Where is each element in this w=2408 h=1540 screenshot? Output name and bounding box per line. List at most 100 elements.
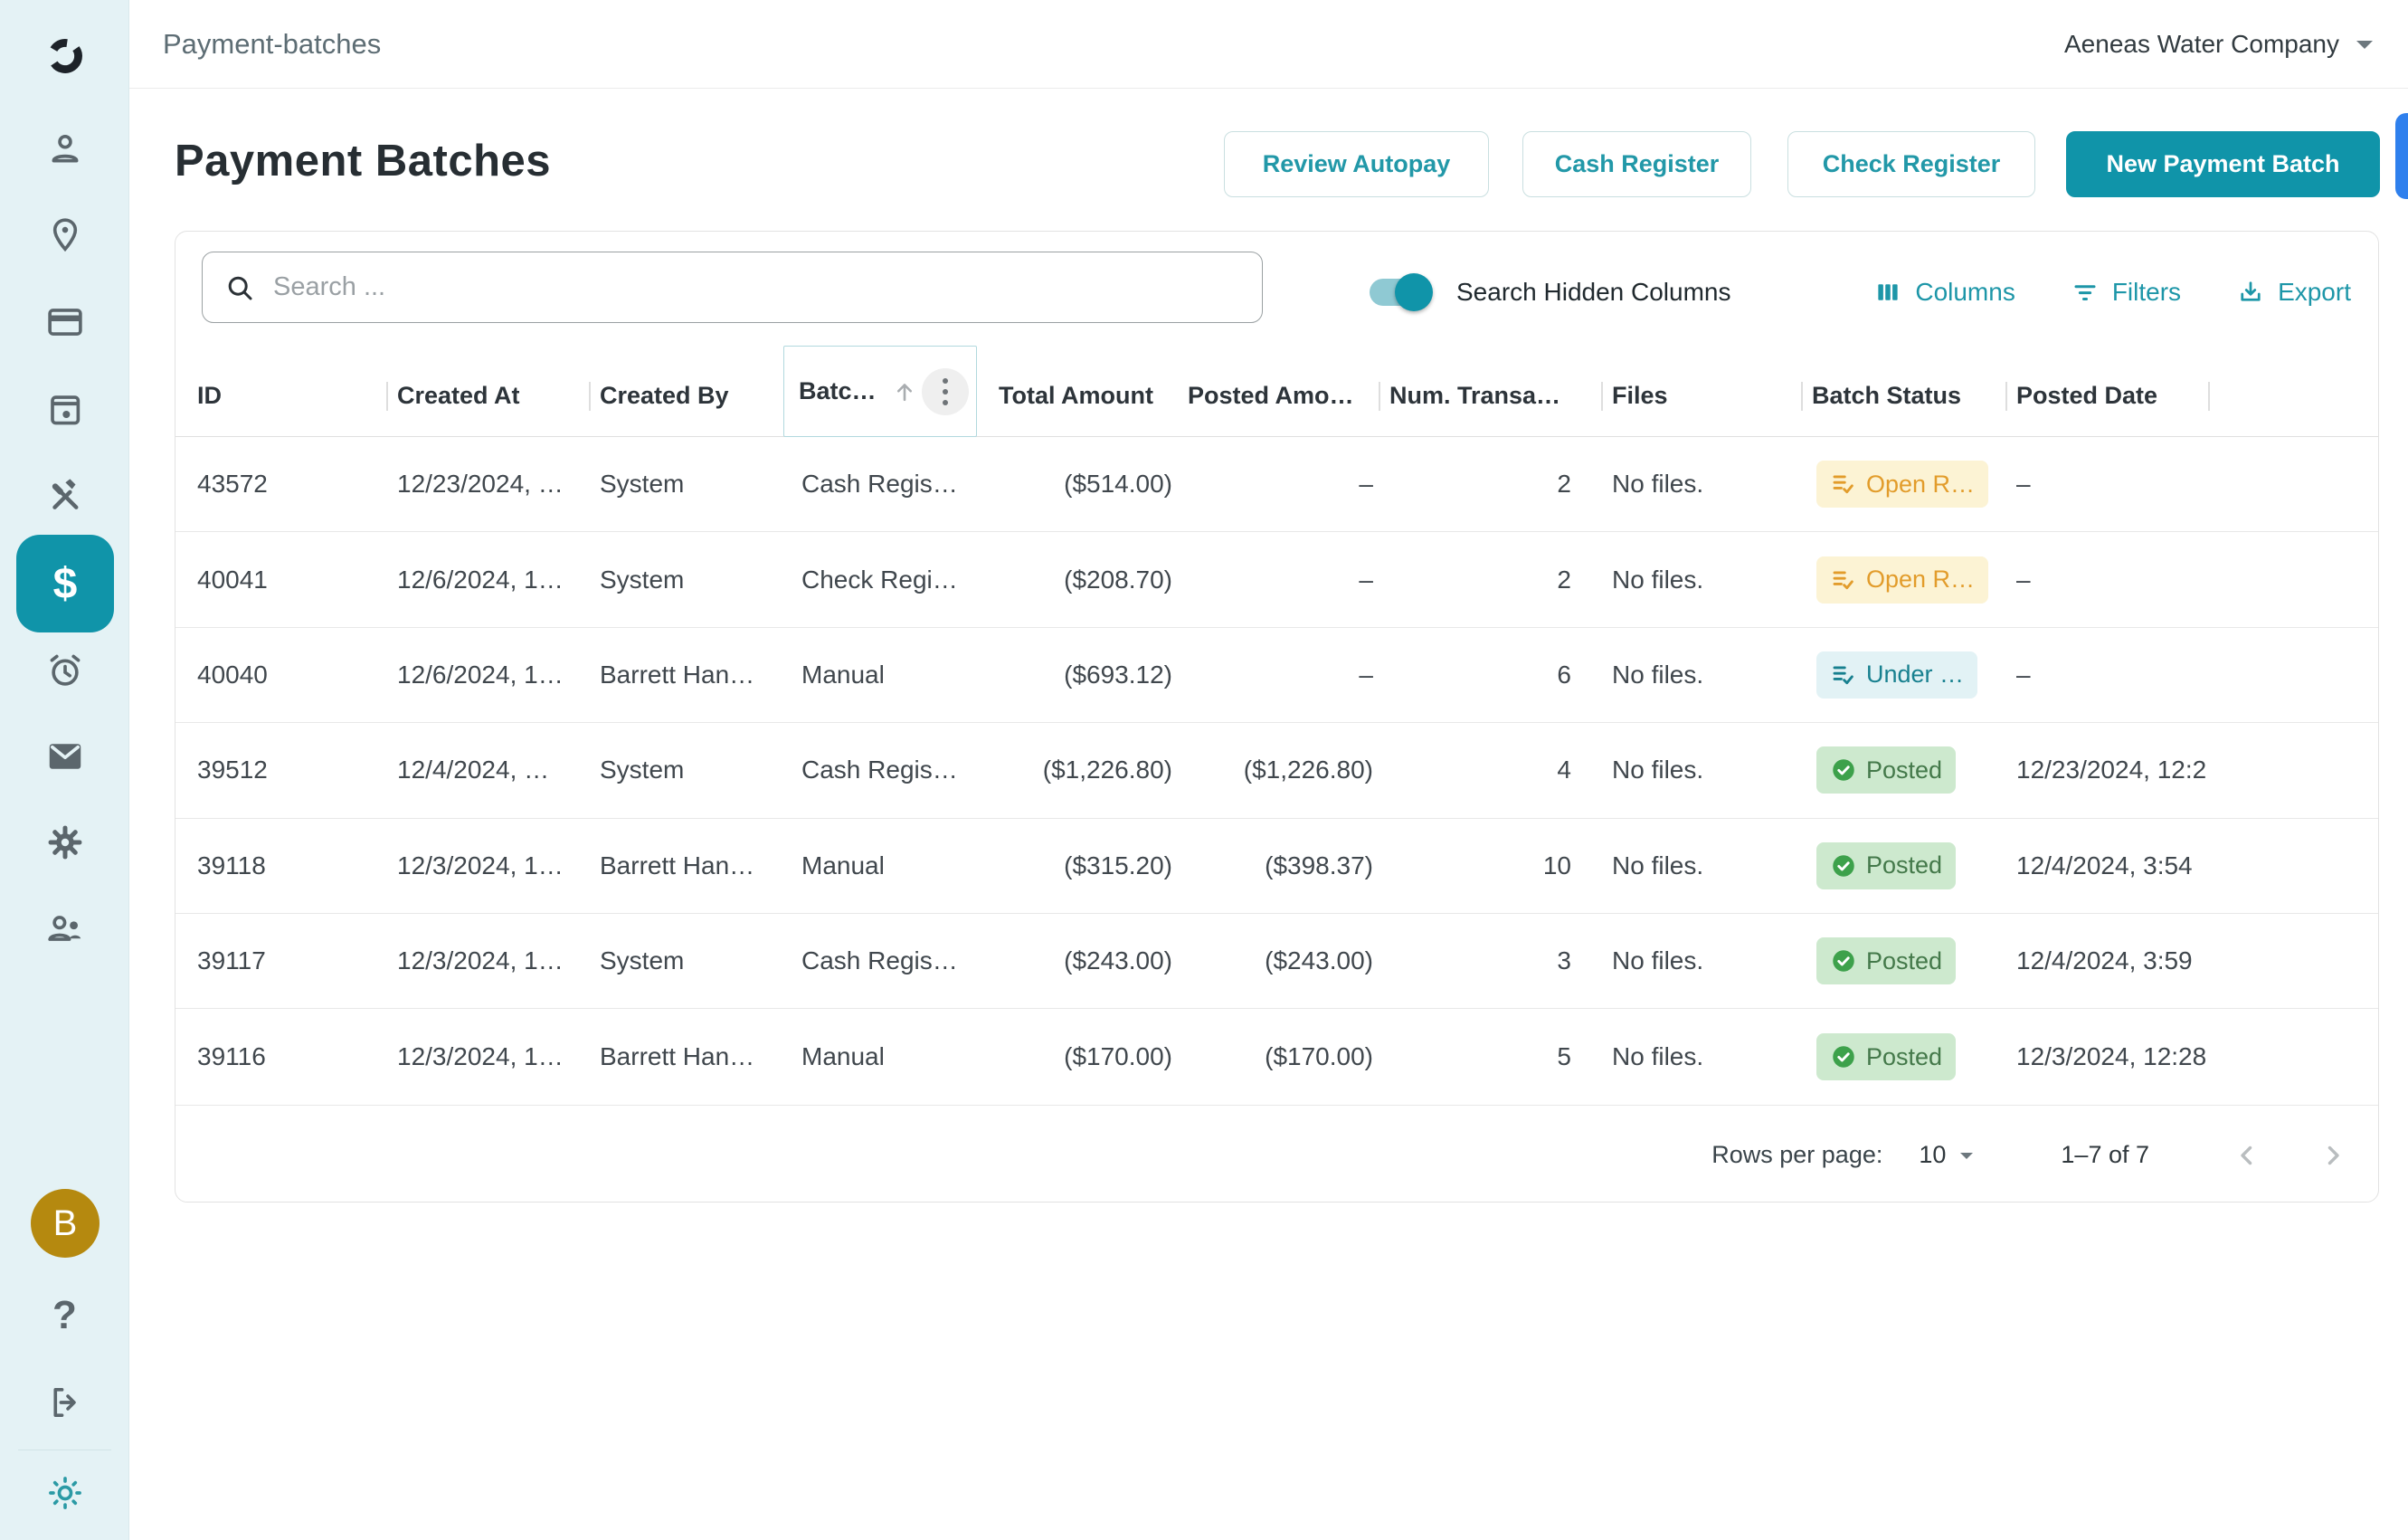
cell-created-by: System [600, 946, 685, 975]
cell-batch-type: Manual [801, 851, 885, 879]
status-badge: Posted [1816, 841, 1957, 889]
header-posted-date[interactable]: Posted Date [2016, 355, 2378, 437]
header-created-by[interactable]: Created By [600, 382, 729, 409]
rows-per-page-select[interactable]: 10 [1919, 1141, 1975, 1169]
cell-batch-status: Posted [1812, 937, 2016, 985]
cell-batch-type: Manual [801, 1042, 885, 1071]
cell-posted-amount: ($398.37) [1265, 851, 1373, 879]
cell-created-at: 12/3/2024, 1… [397, 851, 564, 879]
cell-created-by: Barrett Han… [600, 851, 755, 879]
cell-created-by: System [600, 470, 685, 499]
header-created-at[interactable]: Created At [397, 355, 600, 437]
table-row[interactable]: 43572 12/23/2024, … System Cash Regis… (… [175, 437, 2378, 533]
credit-card-icon [47, 309, 82, 336]
status-label: Under … [1866, 661, 1965, 689]
sidebar-item-mail[interactable] [0, 736, 129, 777]
table-row[interactable]: 39118 12/3/2024, 1… Barrett Han… Manual … [175, 819, 2378, 914]
table-header: ID Created At Created By Total Amount Po… [175, 346, 2378, 437]
table-footer: Rows per page: 10 1–7 of 7 [175, 1105, 2378, 1202]
next-page-button[interactable] [2315, 1137, 2351, 1174]
avatar[interactable]: B [31, 1189, 100, 1258]
chevron-down-icon [2356, 40, 2373, 49]
sidebar-item-settings[interactable] [0, 822, 129, 863]
cell-batch-type: Cash Regis… [801, 470, 958, 499]
sun-icon [48, 1477, 81, 1509]
cell-posted-amount: ($170.00) [1265, 1042, 1373, 1071]
cell-id: 39116 [197, 1042, 266, 1071]
cell-posted-date: – [2016, 660, 2031, 689]
review-autopay-button[interactable]: Review Autopay [1224, 131, 1489, 197]
theme-toggle[interactable] [0, 1472, 129, 1514]
search-hidden-columns-toggle[interactable] [1370, 273, 1433, 311]
sidebar-item-locations[interactable] [0, 214, 129, 256]
kebab-icon [943, 377, 948, 405]
cell-posted-date: 12/4/2024, 3:54 [2016, 851, 2193, 879]
previous-page-button[interactable] [2229, 1137, 2265, 1174]
header-batch-status[interactable]: Batch Status [1812, 355, 2016, 437]
table-body: 43572 12/23/2024, … System Cash Regis… (… [175, 437, 2378, 1105]
header-num-transactions[interactable]: Num. Transa… [1389, 355, 1612, 437]
company-dropdown[interactable]: Aeneas Water Company [2064, 30, 2375, 59]
cell-batch-status: Posted [1812, 746, 2016, 794]
gear-icon [48, 825, 81, 860]
new-payment-batch-button[interactable]: New Payment Batch [2066, 131, 2380, 197]
rows-per-page-value: 10 [1919, 1141, 1947, 1168]
cell-files: No files. [1612, 756, 1704, 784]
tools-icon [52, 479, 78, 509]
filters-button[interactable]: Filters [2071, 278, 2181, 307]
cell-total-amount: ($208.70) [1064, 565, 1172, 594]
cell-total-amount: ($514.00) [1064, 470, 1172, 499]
status-badge: Posted [1816, 937, 1957, 985]
sidebar-item-profile[interactable] [0, 128, 129, 170]
sorted-column-header[interactable]: Batc… [783, 346, 977, 437]
sidebar-item-billing[interactable] [0, 301, 129, 343]
check-register-button[interactable]: Check Register [1787, 131, 2035, 197]
cash-register-button[interactable]: Cash Register [1522, 131, 1751, 197]
table-row[interactable]: 40040 12/6/2024, 1… Barrett Han… Manual … [175, 628, 2378, 724]
header-id[interactable]: ID [197, 355, 397, 437]
cell-id: 43572 [197, 470, 268, 499]
status-label: Posted [1866, 946, 1943, 974]
header-posted-amount[interactable]: Posted Amo… [1188, 355, 1389, 437]
header-files[interactable]: Files [1612, 355, 1812, 437]
table-row[interactable]: 39512 12/4/2024, … System Cash Regis… ($… [175, 723, 2378, 819]
sort-ascending-icon[interactable] [891, 378, 918, 405]
export-label: Export [2278, 278, 2351, 306]
status-label: Posted [1866, 851, 1943, 879]
sidebar-item-tools[interactable] [0, 475, 129, 517]
chevron-down-icon [1960, 1152, 1974, 1159]
cell-total-amount: ($315.20) [1064, 851, 1172, 879]
export-button[interactable]: Export [2237, 278, 2351, 307]
filters-label: Filters [2111, 278, 2182, 306]
help-button[interactable]: ? [0, 1293, 129, 1338]
status-label: Open R… [1866, 470, 1976, 498]
search-input[interactable] [202, 252, 1263, 323]
sidebar: $ [0, 0, 129, 1540]
cell-posted-amount: – [1359, 660, 1373, 689]
cell-created-at: 12/3/2024, 1… [397, 946, 564, 975]
columns-button[interactable]: Columns [1874, 278, 2015, 307]
cell-batch-type: Cash Regis… [801, 756, 958, 784]
logout-button[interactable] [0, 1382, 129, 1423]
cell-created-at: 12/3/2024, 1… [397, 1042, 564, 1071]
table-row[interactable]: 40041 12/6/2024, 1… System Check Regi… (… [175, 532, 2378, 628]
header-total-amount[interactable]: Total Amount [999, 382, 1153, 409]
sidebar-item-schedule[interactable] [0, 389, 129, 431]
sidebar-item-users[interactable] [0, 908, 129, 949]
cell-total-amount: ($1,226.80) [1042, 756, 1172, 784]
table-row[interactable]: 39117 12/3/2024, 1… System Cash Regis… (… [175, 914, 2378, 1010]
sidebar-item-reminders[interactable] [0, 650, 129, 691]
side-panel-button[interactable] [2395, 113, 2408, 199]
sorted-column-label: Batc… [799, 377, 877, 404]
list-check-icon [1833, 571, 1853, 589]
cell-posted-amount: ($1,226.80) [1243, 756, 1373, 784]
cell-num-transactions: 6 [1557, 660, 1571, 689]
cell-batch-type: Cash Regis… [801, 946, 958, 975]
column-menu-button[interactable] [922, 367, 969, 415]
table-row[interactable]: 39116 12/3/2024, 1… Barrett Han… Manual … [175, 1009, 2378, 1104]
cell-created-at: 12/6/2024, 1… [397, 565, 564, 594]
mail-icon [49, 744, 81, 769]
pagination-range: 1–7 of 7 [2061, 1141, 2149, 1168]
cell-batch-status: Open R… [1812, 556, 2016, 604]
sidebar-item-payments-active[interactable]: $ [16, 535, 114, 632]
